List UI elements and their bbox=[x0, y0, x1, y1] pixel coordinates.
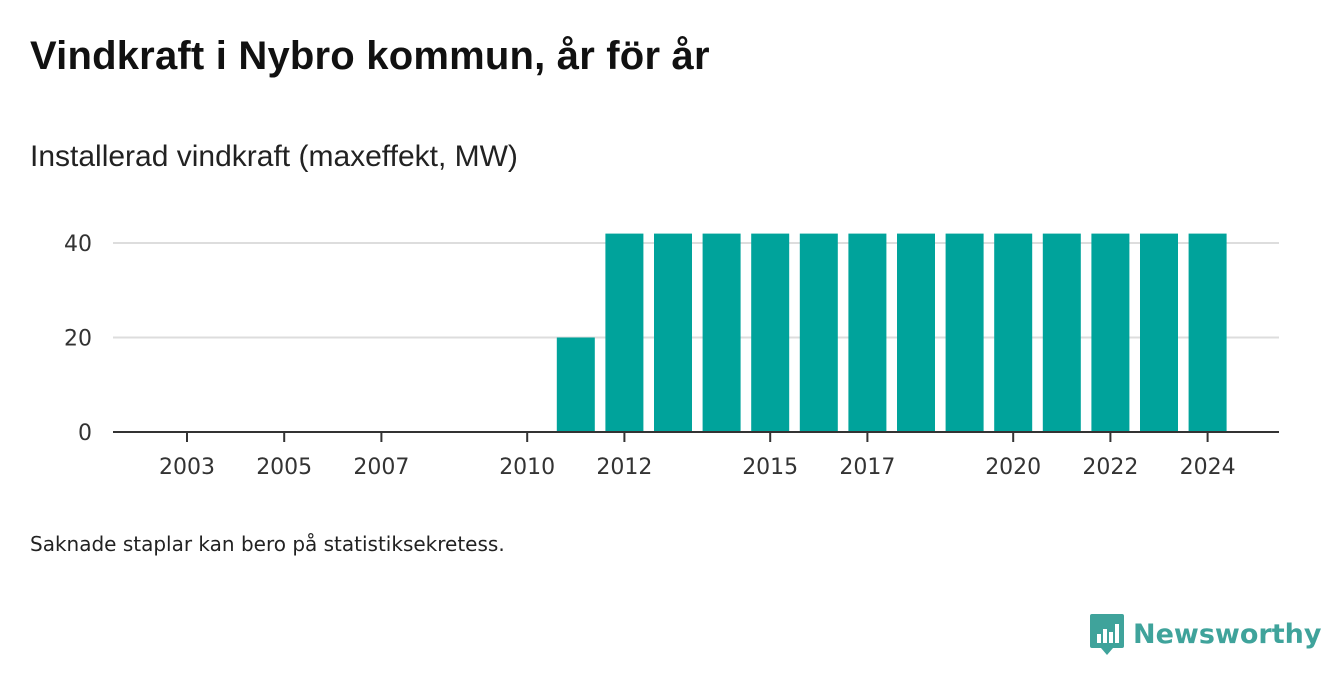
bar-2020 bbox=[994, 233, 1033, 432]
y-tick-label: 20 bbox=[64, 327, 92, 352]
brand-logo[interactable]: Newsworthy bbox=[1089, 612, 1321, 656]
x-tick-label: 2020 bbox=[985, 455, 1041, 480]
bar-2011 bbox=[556, 337, 595, 432]
bars bbox=[556, 233, 1227, 432]
bar-2019 bbox=[945, 233, 984, 432]
bar-2016 bbox=[799, 233, 838, 432]
x-tick-label: 2010 bbox=[499, 455, 555, 480]
newsworthy-logo-icon bbox=[1090, 614, 1124, 655]
bar-2015 bbox=[751, 233, 790, 432]
x-tick-label: 2003 bbox=[159, 455, 215, 480]
bar-2012 bbox=[605, 233, 644, 432]
bar-2024 bbox=[1188, 233, 1227, 432]
axes: 0 20 40 2003 2005 2007 2010 2012 2015 2017 2020 202… bbox=[64, 232, 1279, 480]
brand-name: Newsworthy bbox=[1133, 618, 1322, 650]
bar-2022 bbox=[1091, 233, 1130, 432]
gridlines bbox=[113, 242, 1279, 339]
chart-title: Vindkraft i Nybro kommun, år för år bbox=[30, 34, 710, 78]
y-tick-label: 0 bbox=[78, 421, 92, 446]
x-tick-label: 2017 bbox=[839, 455, 895, 480]
x-tick-label: 2005 bbox=[256, 455, 312, 480]
y-tick-label: 40 bbox=[64, 232, 92, 257]
footnote: Saknade staplar kan bero på statistiksek… bbox=[30, 532, 505, 556]
bar-2018 bbox=[897, 233, 935, 432]
bar-2023 bbox=[1140, 233, 1178, 432]
x-tick-label: 2022 bbox=[1082, 455, 1138, 480]
x-tick-label: 2012 bbox=[596, 455, 652, 480]
x-tick-label: 2007 bbox=[353, 455, 409, 480]
bar-chart: 0 20 40 2003 2005 2007 2010 2012 2015 2017 2020 202… bbox=[64, 232, 1279, 480]
x-tick-label: 2015 bbox=[742, 455, 798, 480]
bar-2021 bbox=[1042, 233, 1081, 432]
x-tick-label: 2024 bbox=[1180, 455, 1236, 480]
bar-2014 bbox=[702, 233, 741, 432]
bar-2017 bbox=[848, 233, 887, 432]
chart-subtitle: Installerad vindkraft (maxeffekt, MW) bbox=[30, 140, 518, 173]
bar-2013 bbox=[654, 233, 692, 432]
